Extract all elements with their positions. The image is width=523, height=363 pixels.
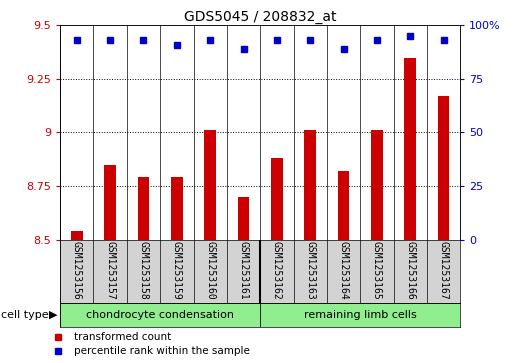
Text: GSM1253156: GSM1253156: [72, 241, 82, 300]
Title: GDS5045 / 208832_at: GDS5045 / 208832_at: [184, 11, 336, 24]
Bar: [237, 197, 249, 240]
Bar: [171, 178, 183, 240]
Bar: [204, 130, 216, 240]
Text: chondrocyte condensation: chondrocyte condensation: [86, 310, 234, 320]
Text: GSM1253166: GSM1253166: [405, 241, 415, 300]
Text: GSM1253163: GSM1253163: [305, 241, 315, 300]
Bar: [260, 303, 460, 327]
Text: cell type: cell type: [1, 310, 49, 320]
Bar: [138, 178, 150, 240]
Text: GSM1253162: GSM1253162: [272, 241, 282, 300]
Text: GSM1253158: GSM1253158: [139, 241, 149, 300]
Bar: [304, 130, 316, 240]
Text: percentile rank within the sample: percentile rank within the sample: [74, 346, 249, 356]
Bar: [60, 303, 260, 327]
Bar: [404, 57, 416, 240]
Text: transformed count: transformed count: [74, 331, 171, 342]
Text: GSM1253164: GSM1253164: [338, 241, 348, 300]
Bar: [71, 231, 83, 240]
Bar: [104, 165, 116, 240]
Text: remaining limb cells: remaining limb cells: [304, 310, 417, 320]
Text: GSM1253165: GSM1253165: [372, 241, 382, 300]
Text: ▶: ▶: [49, 310, 57, 320]
Text: GSM1253160: GSM1253160: [205, 241, 215, 300]
Text: GSM1253159: GSM1253159: [172, 241, 182, 300]
Bar: [271, 158, 283, 240]
Bar: [438, 96, 449, 240]
Bar: [371, 130, 383, 240]
Text: GSM1253167: GSM1253167: [439, 241, 449, 300]
Text: GSM1253157: GSM1253157: [105, 241, 115, 300]
Bar: [338, 171, 349, 240]
Text: GSM1253161: GSM1253161: [238, 241, 248, 300]
